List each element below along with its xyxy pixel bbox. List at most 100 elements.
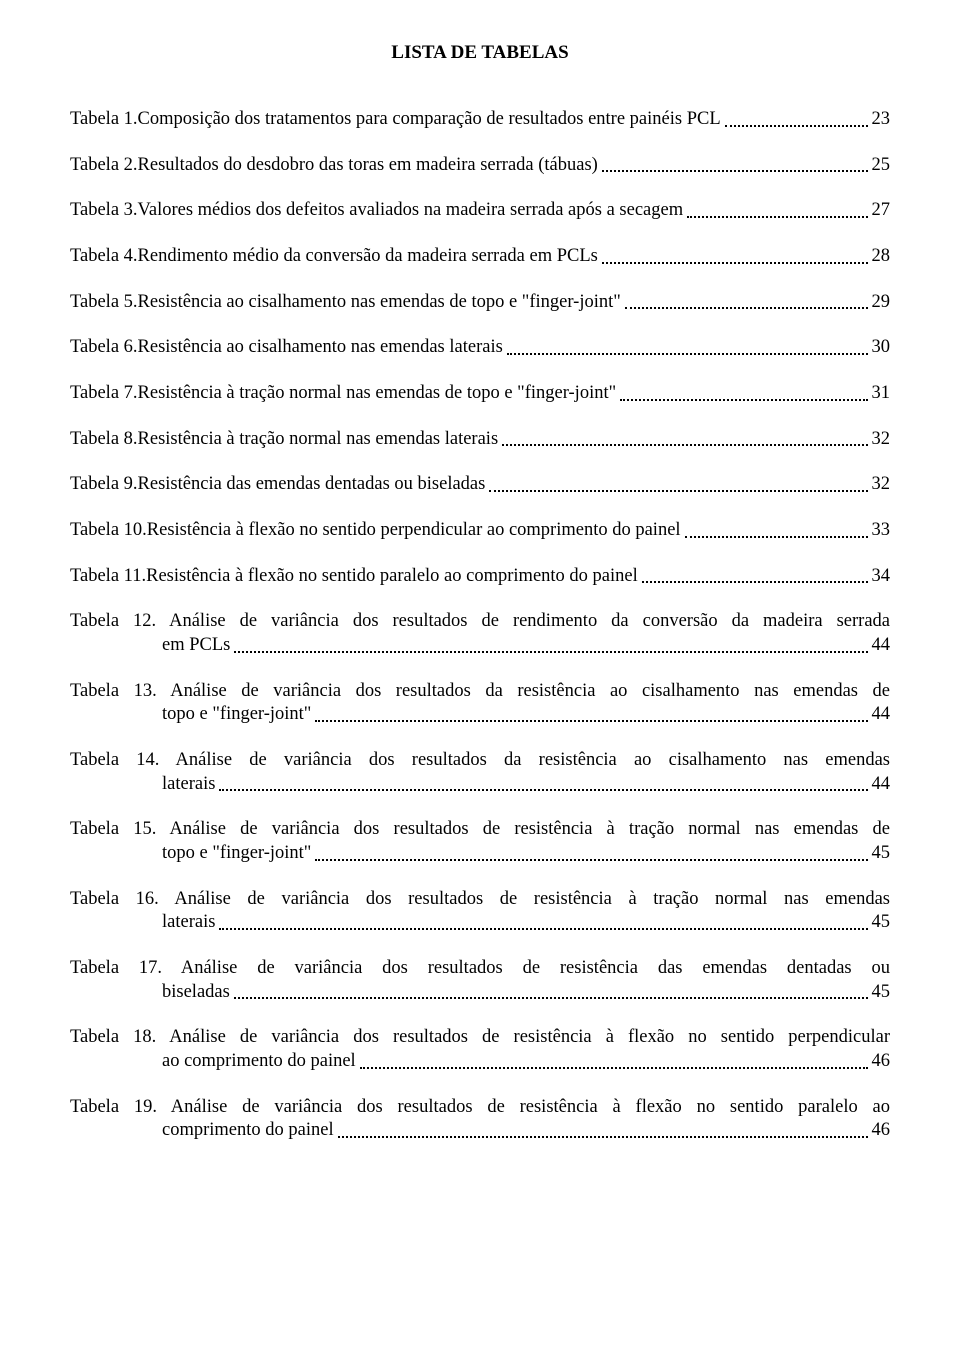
toc-entry-page: 45 — [872, 981, 891, 1005]
toc-entry-page: 32 — [872, 473, 891, 497]
toc-entry-page: 23 — [872, 108, 891, 132]
leader-dots — [687, 199, 867, 218]
leader-dots — [315, 842, 867, 861]
toc-entry-line2: em PCLs 44 — [70, 634, 890, 658]
toc-entry-description-cont: comprimento do painel — [162, 1119, 334, 1143]
toc-entry: Tabela 7. Resistência à tração normal na… — [70, 382, 890, 406]
toc-entry-label: Tabela 16. — [70, 889, 174, 909]
toc-entry-description: Composição dos tratamentos para comparaç… — [138, 108, 721, 132]
toc-entry-page: 29 — [872, 291, 891, 315]
toc-entry: Tabela 12. Análise de variância dos resu… — [70, 610, 890, 657]
toc-entry-line1: Tabela 12. Análise de variância dos resu… — [70, 610, 890, 634]
toc-entry-description: Análise de variância dos resultados de r… — [181, 958, 890, 978]
toc-entry-description: Resistência à flexão no sentido perpendi… — [147, 519, 681, 543]
toc-entry-label: Tabela 11. — [70, 565, 146, 589]
toc-entry-label: Tabela 13. — [70, 681, 170, 701]
leader-dots — [602, 154, 868, 173]
toc-entry: Tabela 11. Resistência à flexão no senti… — [70, 565, 890, 589]
toc-entry-page: 44 — [872, 773, 891, 797]
toc-entry-label: Tabela 12. — [70, 611, 169, 631]
leader-dots — [725, 108, 868, 127]
toc-entry-page: 31 — [872, 382, 891, 406]
toc-entry: Tabela 16. Análise de variância dos resu… — [70, 888, 890, 935]
toc-entry-label: Tabela 9. — [70, 473, 138, 497]
toc-entry-line2: topo e "finger-joint" 44 — [70, 703, 890, 727]
toc-entry-line1: Tabela 14. Análise de variância dos resu… — [70, 749, 890, 773]
leader-dots — [338, 1119, 868, 1138]
toc-entry: Tabela 15. Análise de variância dos resu… — [70, 818, 890, 865]
leader-dots — [602, 245, 868, 264]
toc-entry-description: Rendimento médio da conversão da madeira… — [138, 245, 598, 269]
toc-entry-label: Tabela 17. — [70, 958, 181, 978]
toc-entry-line2: topo e "finger-joint" 45 — [70, 842, 890, 866]
toc-entry-line1: Tabela 13. Análise de variância dos resu… — [70, 680, 890, 704]
toc-entry-line2: laterais 45 — [70, 911, 890, 935]
toc-entry-line1: Tabela 19. Análise de variância dos resu… — [70, 1096, 890, 1120]
toc-entry-label: Tabela 14. — [70, 750, 176, 770]
toc-entry-description: Resistência ao cisalhamento nas emendas … — [138, 291, 621, 315]
toc-entry-label: Tabela 6. — [70, 336, 138, 360]
toc-entry-page: 32 — [872, 428, 891, 452]
toc-entry-label: Tabela 15. — [70, 819, 169, 839]
toc-entry-label: Tabela 8. — [70, 428, 138, 452]
toc-entry: Tabela 14. Análise de variância dos resu… — [70, 749, 890, 796]
toc-entry-description: Valores médios dos defeitos avaliados na… — [138, 199, 684, 223]
leader-dots — [360, 1050, 868, 1069]
leader-dots — [489, 473, 867, 492]
leader-dots — [219, 773, 867, 792]
leader-dots — [234, 981, 868, 1000]
toc-entry-page: 25 — [872, 154, 891, 178]
toc-entry-description-cont: topo e "finger-joint" — [162, 842, 311, 866]
toc-entry: Tabela 5. Resistência ao cisalhamento na… — [70, 291, 890, 315]
leader-dots — [625, 291, 868, 310]
toc-entry-description: Resistência à tração normal nas emendas … — [138, 428, 499, 452]
leader-dots — [642, 565, 868, 584]
toc-entry: Tabela 13. Análise de variância dos resu… — [70, 680, 890, 727]
toc-entry: Tabela 19. Análise de variância dos resu… — [70, 1096, 890, 1143]
toc-entry-line1: Tabela 16. Análise de variância dos resu… — [70, 888, 890, 912]
toc-entry: Tabela 17. Análise de variância dos resu… — [70, 957, 890, 1004]
toc-entry-page: 46 — [872, 1050, 891, 1074]
toc-entry-label: Tabela 7. — [70, 382, 138, 406]
toc-entry: Tabela 18. Análise de variância dos resu… — [70, 1026, 890, 1073]
toc-entry-description: Análise de variância dos resultados de r… — [169, 1027, 890, 1047]
toc-entry-page: 33 — [872, 519, 891, 543]
toc-entry-page: 34 — [872, 565, 891, 589]
toc-entry-label: Tabela 3. — [70, 199, 138, 223]
toc-entry-description-cont: laterais — [162, 911, 215, 935]
toc-entry-description: Análise de variância dos resultados de r… — [171, 1097, 890, 1117]
toc-entry-description: Resultados do desdobro das toras em made… — [138, 154, 598, 178]
toc-entry: Tabela 9. Resistência das emendas dentad… — [70, 473, 890, 497]
toc-entry-line2: laterais 44 — [70, 773, 890, 797]
toc-entry-description: Análise de variância dos resultados da r… — [170, 681, 890, 701]
toc-entry: Tabela 4. Rendimento médio da conversão … — [70, 245, 890, 269]
toc-entry-description: Análise de variância dos resultados de r… — [169, 611, 890, 631]
toc-entry-line1: Tabela 15. Análise de variância dos resu… — [70, 818, 890, 842]
page: LISTA DE TABELAS Tabela 1. Composição do… — [0, 0, 960, 1347]
toc-entry: Tabela 3. Valores médios dos defeitos av… — [70, 199, 890, 223]
toc-entry-page: 28 — [872, 245, 891, 269]
toc-entry-line2: ao comprimento do painel 46 — [70, 1050, 890, 1074]
toc-entry-description-cont: biseladas — [162, 981, 230, 1005]
toc-entry-line1: Tabela 18. Análise de variância dos resu… — [70, 1026, 890, 1050]
toc-entry-line2: biseladas 45 — [70, 981, 890, 1005]
toc-entry-description-cont: topo e "finger-joint" — [162, 703, 311, 727]
leader-dots — [219, 911, 867, 930]
toc-entry-description: Análise de variância dos resultados da r… — [176, 750, 890, 770]
leader-dots — [315, 703, 867, 722]
toc-entry-description-cont: ao comprimento do painel — [162, 1050, 356, 1074]
toc-entry-page: 27 — [872, 199, 891, 223]
toc-entry-description-cont: em PCLs — [162, 634, 230, 658]
leader-dots — [685, 519, 868, 538]
toc-entry-line1: Tabela 17. Análise de variância dos resu… — [70, 957, 890, 981]
toc-entry-page: 45 — [872, 842, 891, 866]
toc-entry-description: Análise de variância dos resultados de r… — [169, 819, 890, 839]
toc-entry-label: Tabela 1. — [70, 108, 138, 132]
toc-entry-label: Tabela 4. — [70, 245, 138, 269]
toc-entry-page: 45 — [872, 911, 891, 935]
toc-entry: Tabela 8. Resistência à tração normal na… — [70, 428, 890, 452]
toc-entry-description-cont: laterais — [162, 773, 215, 797]
leader-dots — [234, 634, 867, 653]
page-title: LISTA DE TABELAS — [70, 42, 890, 64]
toc-entry-description: Resistência das emendas dentadas ou bise… — [138, 473, 486, 497]
